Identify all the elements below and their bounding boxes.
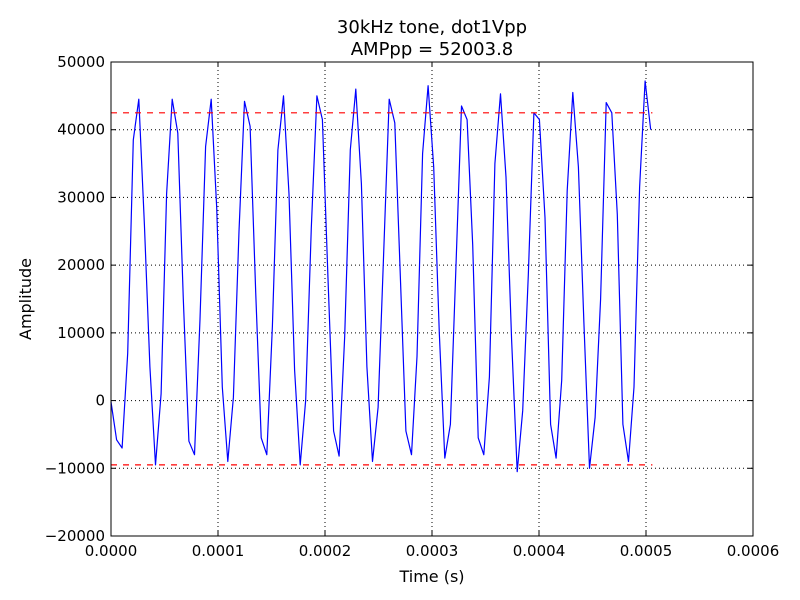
chart-title-line-2: AMPpp = 52003.8 xyxy=(351,39,514,60)
y-tick-label: 10000 xyxy=(57,324,105,342)
x-tick-label: 0.0003 xyxy=(406,542,459,560)
x-axis-label: Time (s) xyxy=(398,567,464,586)
y-tick-label: 40000 xyxy=(57,121,105,139)
y-axis-label: Amplitude xyxy=(16,258,35,340)
y-tick-label: −20000 xyxy=(45,527,105,545)
y-tick-label: 30000 xyxy=(57,188,105,206)
x-tick-label: 0.0000 xyxy=(85,542,138,560)
y-tick-label: 50000 xyxy=(57,53,105,71)
x-tick-label: 0.0002 xyxy=(299,542,352,560)
chart-title-line-1: 30kHz tone, dot1Vpp xyxy=(337,17,527,38)
y-tick-label: 0 xyxy=(95,392,105,410)
series-lines xyxy=(110,80,653,473)
x-tick-label: 0.0006 xyxy=(727,542,780,560)
axis-ticks: 0.0000 0.0001 0.0002 0.0003 0.0004 0.0005 0.00… xyxy=(45,53,780,560)
x-tick-label: 0.0001 xyxy=(192,542,245,560)
signal-line xyxy=(110,80,652,473)
y-tick-label: −10000 xyxy=(45,459,105,477)
x-tick-label: 0.0004 xyxy=(513,542,566,560)
x-tick-label: 0.0005 xyxy=(620,542,673,560)
y-tick-label: 20000 xyxy=(57,256,105,274)
